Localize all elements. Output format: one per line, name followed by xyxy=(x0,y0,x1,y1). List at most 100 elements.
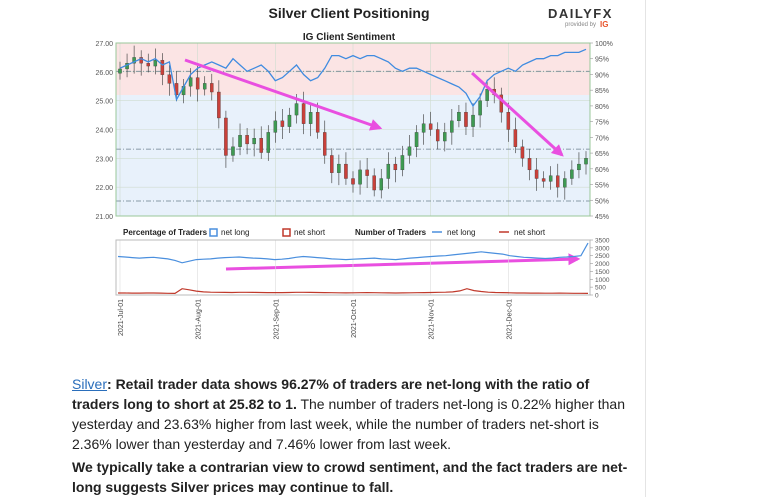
candle-body xyxy=(245,135,249,145)
legend-net-short-label: net short xyxy=(294,228,326,237)
candle-body xyxy=(577,163,581,171)
date-tick-label: 2021-Jul-01 xyxy=(118,299,125,336)
count-tick-label: 2000 xyxy=(595,261,610,268)
candle-body xyxy=(266,132,271,153)
dailyfx-logo: DAILYFX xyxy=(548,6,613,21)
candle-body xyxy=(534,169,539,179)
candle-body xyxy=(139,57,143,64)
candle-body xyxy=(301,103,306,124)
candle-body xyxy=(358,169,362,185)
date-tick-label: 2021-Sep-01 xyxy=(273,299,280,340)
candle-body xyxy=(252,137,256,145)
count-tick-label: 500 xyxy=(595,285,606,292)
candle-body xyxy=(337,163,341,173)
candle-body xyxy=(584,158,588,165)
candle-body xyxy=(435,129,440,142)
count-tick-label: 3500 xyxy=(595,238,610,245)
candle-body xyxy=(118,68,122,74)
candle-body xyxy=(238,135,242,147)
candle-body xyxy=(287,114,292,127)
candle-body xyxy=(520,146,525,159)
silver-link[interactable]: Silver xyxy=(72,376,108,392)
candle-body xyxy=(195,77,200,90)
date-tick-label: 2021-Dec-01 xyxy=(506,299,513,340)
candle-body xyxy=(499,94,504,113)
candle-body xyxy=(443,132,447,142)
candle-body xyxy=(315,112,320,133)
candle-body xyxy=(548,175,553,182)
candle-body xyxy=(308,112,313,124)
dailyfx-provided-by: provided by xyxy=(565,22,596,28)
date-tick-label: 2021-Aug-01 xyxy=(196,299,203,340)
candle-body xyxy=(478,100,482,116)
price-tick-label: 22.00 xyxy=(95,185,113,192)
percent-tick-label: 100% xyxy=(595,41,613,48)
count-tick-label: 1000 xyxy=(595,277,610,284)
candle-body xyxy=(400,155,405,171)
percent-axis: 100% 95% 90% 85% 80% 75% 70% 65% 60% 55% 50% 45% xyxy=(590,41,613,221)
arrow-annotation-3 xyxy=(225,253,581,271)
candle-body xyxy=(294,103,299,116)
candle-body xyxy=(323,132,327,156)
candle-body xyxy=(527,158,532,171)
article-paragraph-sentiment: Silver: Retail trader data shows 96.27% … xyxy=(72,374,632,454)
percent-tick-label: 85% xyxy=(595,88,609,95)
legend-net-long-swatch xyxy=(209,228,218,237)
percent-tick-label: 65% xyxy=(595,151,609,158)
candle-body xyxy=(167,74,172,84)
candle-body xyxy=(407,146,412,156)
count-tick-label: 0 xyxy=(595,293,599,300)
percent-tick-label: 45% xyxy=(595,214,609,221)
candle-body xyxy=(386,163,391,179)
legend-number-title: Number of Traders xyxy=(355,228,427,237)
percent-tick-label: 55% xyxy=(595,183,609,190)
legend-percentage-title: Percentage of Traders xyxy=(123,228,208,237)
count-tick-label: 1500 xyxy=(595,269,610,276)
candle-body xyxy=(372,175,376,191)
candle-body xyxy=(224,117,228,156)
percent-tick-label: 80% xyxy=(595,104,609,111)
net-long-count-line xyxy=(117,242,589,264)
price-tick-label: 23.00 xyxy=(95,156,113,163)
candle-body xyxy=(210,83,214,93)
candle-body xyxy=(280,120,285,127)
percent-tick-label: 90% xyxy=(595,72,609,79)
horizontal-levels xyxy=(116,70,590,202)
date-tick-label: 2021-Nov-01 xyxy=(429,299,436,340)
bottom-panel-frame xyxy=(115,239,591,296)
candle-body xyxy=(217,91,221,119)
legend-net-long-label: net long xyxy=(221,228,249,237)
candle-body xyxy=(132,57,136,64)
arrow-annotation-2 xyxy=(470,71,564,157)
percent-tick-label: 60% xyxy=(595,167,609,174)
top-panel-frame xyxy=(115,42,591,217)
candle-body xyxy=(485,88,489,101)
candle-body xyxy=(464,112,468,127)
percent-tick-label: 70% xyxy=(595,135,609,142)
article-summary-bold: : Retail trader data shows 96.27% of tra… xyxy=(72,376,590,412)
candle-body xyxy=(365,169,369,176)
sentiment-line xyxy=(119,48,587,108)
candle-body xyxy=(379,178,383,191)
candle-body xyxy=(153,60,158,67)
candle-body xyxy=(146,63,150,67)
net-short-count-line xyxy=(118,288,589,295)
price-tick-label: 27.00 xyxy=(95,41,113,48)
candle-body xyxy=(202,83,207,90)
candle-body xyxy=(428,123,433,130)
percent-tick-label: 75% xyxy=(595,120,609,127)
candle-body xyxy=(513,129,518,147)
candle-body xyxy=(393,163,398,171)
legend-num-net-long-label: net long xyxy=(447,228,475,237)
ig-logo: IG xyxy=(600,20,608,29)
figure-title: Silver Client Positioning xyxy=(268,5,429,21)
price-axis: 27.00 26.00 25.00 24.00 23.00 22.00 21.00 xyxy=(95,41,113,221)
bottom-panel-grid xyxy=(119,240,509,295)
article-summary-detail: The number of traders net-long is 0.22% … xyxy=(72,396,625,452)
count-tick-label: 3000 xyxy=(595,245,610,252)
top-panel-title: IG Client Sentiment xyxy=(303,32,396,43)
price-tick-label: 26.00 xyxy=(95,70,113,77)
candle-body xyxy=(556,175,560,188)
price-candles xyxy=(118,45,588,200)
